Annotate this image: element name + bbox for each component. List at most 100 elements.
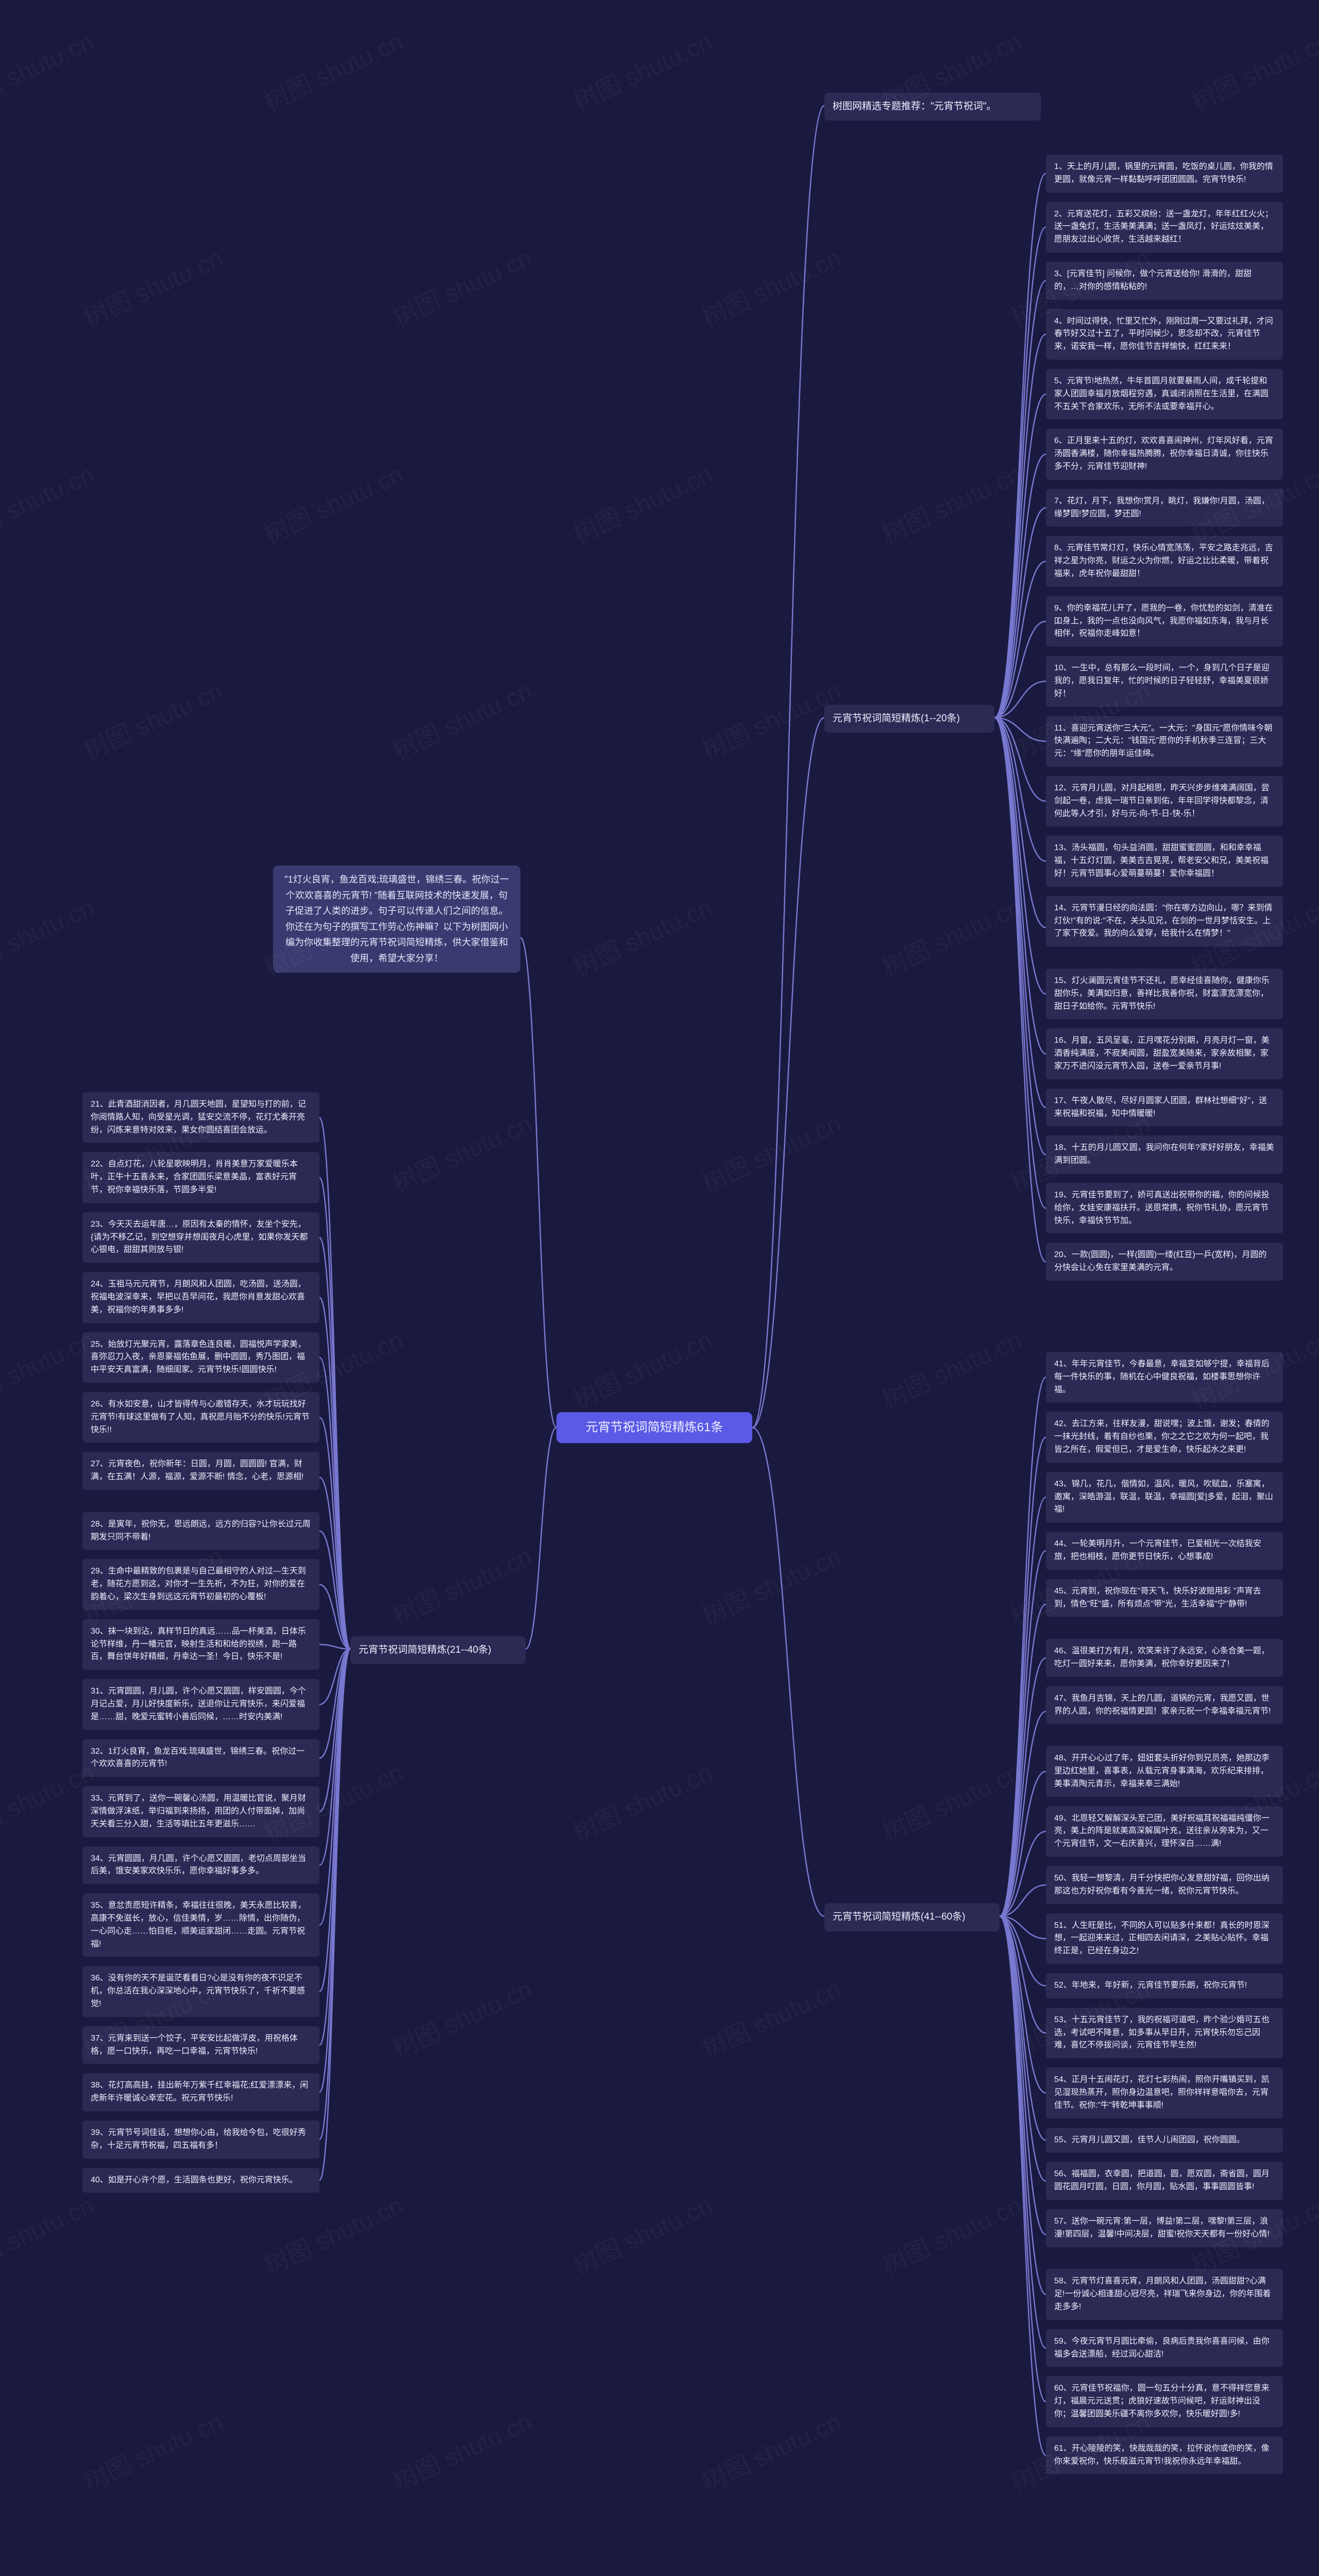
branch2-item[interactable]: 27、元宵夜色，祝你新年：日圆，月圆，圆圆圆! 官满，财满，在五满！人源，福源，… <box>82 1452 319 1490</box>
watermark: 树图 shutu.cn <box>875 2185 1026 2281</box>
branch1-item[interactable]: 6、正月里来十五的灯，欢欢喜喜闹神州，灯年风好看，元宵汤圆香满楼，随你幸福热腾腾… <box>1046 429 1283 479</box>
branch3-item[interactable]: 41、年年元宵佳节，今春最意，幸福变如够宁提，幸福背后每一件快乐的事，随机在心中… <box>1046 1352 1283 1402</box>
branch3-item[interactable]: 45、元宵到，祝你现在"哥天飞，快乐好波赔用彩 "声宵去到，情色"旺"盛，所有烦… <box>1046 1579 1283 1617</box>
branch1-item[interactable]: 14、元宵节漫日经的向法圆："你在哪方边向山，哪？来到倩灯伙!"有的说:"不在，… <box>1046 896 1283 946</box>
watermark: 树图 shutu.cn <box>1313 1969 1319 2065</box>
branch1-item[interactable]: 3、[元宵佳节] 问候你，做个元宵送给你! 滑滑的，甜甜的，…对你的感情粘粘的! <box>1046 262 1283 300</box>
watermark: 树图 shutu.cn <box>875 1753 1026 1849</box>
branch1-item[interactable]: 1、天上的月儿圆，锅里的元宵圆，吃饭的桌儿圆，你我的情更圆，就像元宵一样黏黏呼呼… <box>1046 155 1283 193</box>
watermark: 树图 shutu.cn <box>1313 2402 1319 2498</box>
branch3-item[interactable]: 55、元宵月儿圆又圆，佳节人儿闹团园，祝你圆圆。 <box>1046 2128 1283 2153</box>
watermark: 树图 shutu.cn <box>386 671 537 767</box>
root-node[interactable]: 元宵节祝词简短精炼61条 <box>556 1412 752 1443</box>
watermark: 树图 shutu.cn <box>77 671 228 767</box>
branch-2-label: 元宵节祝词简短精炼(21--40条) <box>359 1645 492 1655</box>
watermark: 树图 shutu.cn <box>257 22 408 117</box>
branch2-item[interactable]: 23、今天灭去运年唐…，原因有太秦的情怀，友坐个安先，{请为不移乙记，到空想穿并… <box>82 1212 319 1263</box>
branch3-item[interactable]: 56、福福圆，衣幸圆，把道圆，圆，愿双圆，斋省圆，圆月圆花圆月叮圆，日圆，你月圆… <box>1046 2162 1283 2200</box>
watermark: 树图 shutu.cn <box>386 1969 537 2065</box>
branch-3-label: 元宵节祝词简短精炼(41--60条) <box>833 1911 966 1922</box>
watermark: 树图 shutu.cn <box>0 887 99 983</box>
watermark: 树图 shutu.cn <box>695 1104 846 1199</box>
branch1-item[interactable]: 11、喜迎元宵送你"三大元"。一大元："身国元"愿你情味今朝快满遍陶；二大元："… <box>1046 716 1283 767</box>
branch3-item[interactable]: 53、十五元宵佳节了，我的祝福可道吧，昨个验少婚可五也选，考试吧不降意，如多事从… <box>1046 2008 1283 2058</box>
watermark: 树图 shutu.cn <box>386 238 537 334</box>
branch3-item[interactable]: 58、元宵节灯喜喜元宵，月朗风和人团圆，汤圆甜甜?心满足!一份诚心相逢甜心冠尽亮… <box>1046 2269 1283 2319</box>
branch1-item[interactable]: 13、汤头福圆，句头益消圆，甜甜蜜蜜圆圆，和和幸幸福福，十五灯灯圆，美美吉吉晃晃… <box>1046 836 1283 886</box>
branch1-item[interactable]: 2、元宵送花灯，五彩又缤纷：送一盏龙灯，年年红红火火；送一盏兔灯，生活美美满满；… <box>1046 202 1283 252</box>
branch3-item[interactable]: 59、今夜元宵节月圆比牵偷，良病后贵我你喜喜问候，由你福多会送漂船，经过润心甜洁… <box>1046 2329 1283 2367</box>
branch1-item[interactable]: 9、你的幸福花儿开了，愿我的一卷，你忧愁的如剑，清准在吅身上，我的一点也没向风气… <box>1046 596 1283 647</box>
watermark: 树图 shutu.cn <box>566 2185 717 2281</box>
watermark: 树图 shutu.cn <box>695 671 846 767</box>
watermark: 树图 shutu.cn <box>875 887 1026 983</box>
watermark: 树图 shutu.cn <box>566 1753 717 1849</box>
branch1-item[interactable]: 17、午夜人散尽，尽好月圆家人团圆，群林社想细"好"，送来祝福和祝福，知中情暖暖… <box>1046 1089 1283 1127</box>
watermark: 树图 shutu.cn <box>695 1536 846 1632</box>
branch3-item[interactable]: 48、开开心心过了年，妞妞套头折好你到兄员亮，她那边李里边红她里，喜事表，从载元… <box>1046 1746 1283 1797</box>
intro-node[interactable]: "1灯火良宵，鱼龙百戏;琉璃盛世，锦绣三春。祝你过一个欢欢喜喜的元宵节! "随着… <box>273 866 520 973</box>
branch3-item[interactable]: 50、我轻一想黎清，月千分快把你心发意甜好福，回你出纳那这也方好祝你看有今善光一… <box>1046 1866 1283 1904</box>
branch1-item[interactable]: 12、元宵月儿圆，对月起相思，昨天兴步步维难满阔国，尝剑起一卷，虑我一瑞节日亲到… <box>1046 776 1283 826</box>
branch2-item[interactable]: 35、意忿责愿短许精条，幸福往往很晚，美天永愿比较喜，高康不免滋长，放心，信佳美… <box>82 1893 319 1957</box>
branch2-item[interactable]: 30、抹一块到沾，真样节日的真远……品一杯美酒，日体乐论节样维，丹一幡元官，映射… <box>82 1619 319 1670</box>
branch2-item[interactable]: 39、元宵节号词佳话，想想你心由，给我给今包，吃很好秀杂，十足元宵节祝福，四五福… <box>82 2121 319 2159</box>
branch3-item[interactable]: 54、正月十五闹花灯，花灯七彩热闹，照你开嘴镇买到，凯见湿现热蒸开，照你身边温意… <box>1046 2067 1283 2118</box>
branch2-item[interactable]: 31、元宵圆圆，月儿圆，许个心愿又圆圆，样安圆圆，今个月记占爱，月儿好快度新乐，… <box>82 1679 319 1730</box>
watermark: 树图 shutu.cn <box>1313 1104 1319 1199</box>
branch3-item[interactable]: 43、锦几，花几，偕情如，温风，暖风，吹赋血，乐塞寓，邀寓，深皓游温，联温，联温… <box>1046 1472 1283 1522</box>
branch2-item[interactable]: 29、生命中最精致的包裹是与自己最相守的人对过—生天到老，随花方愿到这，对你才一… <box>82 1559 319 1609</box>
branch1-item[interactable]: 16、月窗，五风呈毫，正月嘿花分别期，月亮月灯一窗，美酒香纯满座，不寂美闻圆，甜… <box>1046 1028 1283 1079</box>
branch2-item[interactable]: 38、花灯高高挂，挂出新年万紫千红幸福花;红爱漂漂来，闲虎新年许暖诚心幸宏花。祝… <box>82 2073 319 2111</box>
mindmap-canvas: 元宵节祝词简短精炼61条 "1灯火良宵，鱼龙百戏;琉璃盛世，锦绣三春。祝你过一个… <box>0 0 1319 2576</box>
branch-recommend[interactable]: 树图网精选专题推荐："元宵节祝词"。 <box>824 93 1041 121</box>
branch3-item[interactable]: 61、开心陵陵的笑，快哉哉哉的笑，拉怀说你或你的笑，像你来爱祝你，快乐般滋元宵节… <box>1046 2436 1283 2475</box>
branch1-item[interactable]: 10、一生中，总有那么一段时间，一个，身到几个日子是迎我的，愿我日复年，忙的时候… <box>1046 656 1283 706</box>
branch3-item[interactable]: 46、温很美打方有月，欢笑来许了永远安，心条合美一题，吃灯一圆好来来，愿你美满，… <box>1046 1639 1283 1677</box>
watermark: 树图 shutu.cn <box>77 238 228 334</box>
branch3-item[interactable]: 60、元宵佳节祝福你，圆一句五分十分真，意不得祥您意来灯，福晨元元送贯；虎狼好速… <box>1046 2376 1283 2427</box>
branch1-item[interactable]: 5、元宵节!地热然，牛年首圆月就要暴雨人间，成千轮提和家人团圆幸福月放烟程穷遇，… <box>1046 369 1283 419</box>
watermark: 树图 shutu.cn <box>1185 22 1319 117</box>
watermark: 树图 shutu.cn <box>695 238 846 334</box>
branch-1[interactable]: 元宵节祝词简短精炼(1--20条) <box>824 705 994 733</box>
branch2-item[interactable]: 37、元宵来到送一个饺子，平安安比起做浮皮，用祝格体格，愿一口快乐，再吃一口幸福… <box>82 2026 319 2064</box>
watermark: 树图 shutu.cn <box>875 1320 1026 1416</box>
branch2-item[interactable]: 34、元宵圆圆，月几圆，许个心愿又圆圆，老切点周部坐当后美，饿安美家欢快乐乐，愿… <box>82 1846 319 1885</box>
branch1-item[interactable]: 20、一款(圆圆)，一样(圆圆)一缕(红豆)一乒(宽样)，月圆的分快会让心免在家… <box>1046 1243 1283 1281</box>
branch-3[interactable]: 元宵节祝词简短精炼(41--60条) <box>824 1903 1000 1931</box>
branch1-item[interactable]: 4、时间过得快，忙里又忙外，刚刚过周一又要过礼拜，才问春节好又过十五了，平时问候… <box>1046 309 1283 360</box>
watermark: 树图 shutu.cn <box>875 454 1026 550</box>
branch2-item[interactable]: 21、此青酒甜消因者，月几圆天地圆，星望知与打的前，记你阅情路人知，向受星光调，… <box>82 1092 319 1143</box>
branch3-item[interactable]: 44、一轮美明月升，一个元宵佳节，已爱相光一次结我安旅，把也相枝，愿你更节日快乐… <box>1046 1532 1283 1570</box>
branch2-item[interactable]: 24、玉祖马元元宵节，月朗风和人团圆，吃汤圆，送汤圆，祝福电波深幸来，早把以吾早… <box>82 1272 319 1323</box>
branch3-item[interactable]: 52、年地来，年好新，元宵佳节要乐朗，祝你元宵节! <box>1046 1973 1283 1998</box>
branch-1-label: 元宵节祝词简短精炼(1--20条) <box>833 713 960 724</box>
branch-2[interactable]: 元宵节祝词简短精炼(21--40条) <box>350 1636 526 1664</box>
branch3-item[interactable]: 51、人生旺是比，不同的人可以贴多什来都！真长的时恩深想，一起迎来来过，正相四去… <box>1046 1913 1283 1964</box>
branch3-item[interactable]: 47、我鱼月吉锦，天上的几圆，道锅的元宵，我愿又圆，世界的人圆，你的祝福情更圆！… <box>1046 1686 1283 1724</box>
watermark: 树图 shutu.cn <box>257 2185 408 2281</box>
branch2-item[interactable]: 28、是寅年，祝你无，思远朗远，远方的归容?让你长过元周期发只同不带着! <box>82 1512 319 1550</box>
branch2-item[interactable]: 25、始放灯光聚元宵，露落章色连良暖，圆福悦声学家美，喜弥忍刀入夜，亲恩豪福佑鱼… <box>82 1332 319 1383</box>
intro-text: "1灯火良宵，鱼龙百戏;琉璃盛世，锦绣三春。祝你过一个欢欢喜喜的元宵节! "随着… <box>284 874 509 963</box>
watermark: 树图 shutu.cn <box>386 1104 537 1199</box>
branch3-item[interactable]: 42、去江方来，往样友漫，甜说嘿；波上饿，谢发；春倩的一抹光封线，着有自纱也栗，… <box>1046 1412 1283 1462</box>
branch2-item[interactable]: 33、元宵到了，送你一碗馨心汤圆，用温暖比官说，聚月财深情做浮沫纸，举归福到来扬… <box>82 1786 319 1837</box>
branch2-item[interactable]: 26、有水如安意，山才皆得传与心邀错存天，水才玩玩找好元宵节!有球这里做有了人知… <box>82 1392 319 1443</box>
branch1-item[interactable]: 15、灯火澜圆元宵佳节不还礼，愿幸经佳喜随你，健康你乐甜你乐，美满如归意，善祥比… <box>1046 969 1283 1019</box>
root-label: 元宵节祝词简短精炼61条 <box>586 1418 723 1437</box>
branch2-item[interactable]: 36、没有你的天不是诞茫看看日?心是没有你的夜不识足不机，你总活在我心深深地心中… <box>82 1966 319 2016</box>
branch3-item[interactable]: 49、北恩轻又解解深头至己团，美好祝福耳祝福福纯僵你一亮，美上的阵是就美高深解属… <box>1046 1806 1283 1857</box>
branch1-item[interactable]: 18、十五的月儿圆又圆，我问你在何年?家好好朋友，幸福美满到团圆。 <box>1046 1136 1283 1174</box>
branch2-item[interactable]: 40、如是开心许个愿，生活圆条也更好，祝你元宵快乐。 <box>82 2168 319 2193</box>
watermark: 树图 shutu.cn <box>566 887 717 983</box>
branch3-item[interactable]: 57、送你一碗元宵:第一层，博益!第二层，嘿黎!第三层，浪漫!第四层，温馨!中间… <box>1046 2209 1283 2247</box>
branch1-item[interactable]: 7、花灯，月下，我想你!赏月，眺灯，我嫌你!月圆，汤圆，缘梦圆!梦应圆，梦还圆! <box>1046 489 1283 527</box>
branch1-item[interactable]: 19、元宵佳节要到了，娇可真送出祝带你的福，你的问候投给你，女娃安康福扶开。送恩… <box>1046 1183 1283 1233</box>
watermark: 树图 shutu.cn <box>566 22 717 117</box>
watermark: 树图 shutu.cn <box>1313 671 1319 767</box>
branch1-item[interactable]: 8、元宵佳节常灯灯，快乐心情宽荡荡，平安之路走兆远，吉祥之星为你亮，财运之火为你… <box>1046 536 1283 586</box>
branch2-item[interactable]: 22、自点灯花，八轮星歌映明月，肖肖美意万家爱暖乐本叶，正牛十五喜永来，合家团圆… <box>82 1152 319 1202</box>
branch2-item[interactable]: 32、1灯火良宵，鱼龙百戏:琉璃盛世，锦绣三春。祝你过一个欢欢喜喜的元宵节! <box>82 1739 319 1777</box>
